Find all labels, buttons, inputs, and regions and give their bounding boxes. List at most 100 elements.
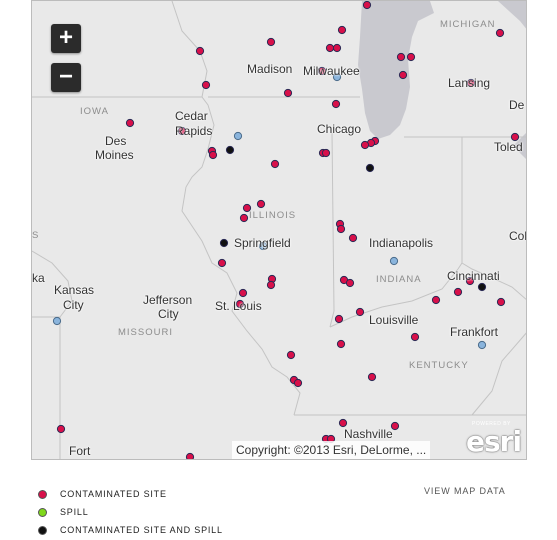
contaminated-site-marker[interactable] <box>325 43 335 53</box>
contaminated-site-marker[interactable] <box>332 43 342 53</box>
contaminated-site-marker[interactable] <box>266 37 276 47</box>
city-label: City <box>63 298 84 312</box>
state-label: MISSOURI <box>118 327 173 338</box>
contaminated-spill-marker[interactable] <box>477 282 487 292</box>
contaminated-site-marker[interactable] <box>208 150 218 160</box>
contaminated-site-marker[interactable] <box>453 287 463 297</box>
basemap[interactable] <box>32 1 527 460</box>
city-label: Nashville <box>344 427 393 441</box>
contaminated-site-marker[interactable] <box>396 52 406 62</box>
contaminated-site-marker[interactable] <box>201 80 211 90</box>
legend-label: CONTAMINATED SITE AND SPILL <box>60 525 223 535</box>
contaminated-site-marker[interactable] <box>256 199 266 209</box>
lake-huron <box>498 1 526 29</box>
spill-marker[interactable] <box>477 340 487 350</box>
contaminated-site-marker[interactable] <box>367 372 377 382</box>
contaminated-site-marker[interactable] <box>217 258 227 268</box>
contaminated-site-marker[interactable] <box>348 233 358 243</box>
contaminated-site-marker[interactable] <box>334 314 344 324</box>
contaminated-site-marker[interactable] <box>56 424 66 434</box>
city-label: Col <box>509 229 527 243</box>
esri-logo-text: esri <box>466 425 522 458</box>
state-label: ILLINOIS <box>249 210 297 221</box>
esri-powered-by: POWERED BY <box>472 421 511 427</box>
city-label: Springfield <box>234 236 291 250</box>
legend-dot-green-icon <box>38 507 47 517</box>
contaminated-site-marker[interactable] <box>465 276 475 286</box>
spill-marker[interactable] <box>258 241 268 251</box>
spill-marker[interactable] <box>389 256 399 266</box>
legend-dot-red-icon <box>38 489 47 499</box>
city-label: Lansing <box>448 76 491 90</box>
contaminated-site-marker[interactable] <box>466 78 476 88</box>
legend-label: CONTAMINATED SITE <box>60 489 167 499</box>
contaminated-site-marker[interactable] <box>283 88 293 98</box>
contaminated-site-marker[interactable] <box>185 452 195 460</box>
contaminated-site-marker[interactable] <box>177 126 187 136</box>
contaminated-site-marker[interactable] <box>125 118 135 128</box>
contaminated-site-marker[interactable] <box>410 332 420 342</box>
spill-marker[interactable] <box>52 316 62 326</box>
spill-marker[interactable] <box>233 131 243 141</box>
state-borders <box>32 1 526 459</box>
state-label: IOWA <box>80 106 109 117</box>
contaminated-site-marker[interactable] <box>336 224 346 234</box>
city-label: Cedar <box>175 109 208 123</box>
contaminated-site-marker[interactable] <box>195 46 205 56</box>
state-label: MICHIGAN <box>440 19 496 30</box>
map-view[interactable]: Madison Milwaukee Lansing Cedar Rapids Des Moi… <box>31 0 527 460</box>
contaminated-site-marker[interactable] <box>406 52 416 62</box>
contaminated-site-marker[interactable] <box>337 25 347 35</box>
contaminated-site-marker[interactable] <box>390 421 400 431</box>
city-label: Chicago <box>317 122 362 136</box>
contaminated-site-marker[interactable] <box>338 418 348 428</box>
city-label: St. Louis <box>215 299 262 313</box>
contaminated-site-marker[interactable] <box>495 28 505 38</box>
esri-logo[interactable]: POWERED BY esri <box>464 421 522 458</box>
contaminated-spill-marker[interactable] <box>225 145 235 155</box>
zoom-in-button[interactable]: + <box>51 24 81 53</box>
city-label: Louisville <box>369 313 419 327</box>
contaminated-site-marker[interactable] <box>293 378 303 388</box>
state-label: INDIANA <box>376 274 422 285</box>
legend-item-both: CONTAMINATED SITE AND SPILL <box>38 521 223 539</box>
contaminated-site-marker[interactable] <box>242 203 252 213</box>
lake-michigan <box>358 1 434 139</box>
contaminated-site-marker[interactable] <box>510 132 520 142</box>
legend-item-contaminated: CONTAMINATED SITE <box>38 485 223 503</box>
city-label: Madison <box>247 62 293 76</box>
contaminated-site-marker[interactable] <box>238 288 248 298</box>
city-label: Des <box>105 134 127 148</box>
city-label: Kansas <box>54 283 95 297</box>
contaminated-site-marker[interactable] <box>398 70 408 80</box>
contaminated-site-marker[interactable] <box>270 159 280 169</box>
contaminated-site-marker[interactable] <box>235 299 245 309</box>
contaminated-spill-marker[interactable] <box>219 238 229 248</box>
city-label: Milwaukee <box>303 64 360 78</box>
state-label: S <box>32 230 40 241</box>
spill-marker[interactable] <box>332 72 342 82</box>
city-label: Fort <box>69 444 91 458</box>
city-label: City <box>158 307 179 321</box>
legend-dot-black-icon <box>38 525 47 535</box>
city-label: Toled <box>494 140 523 154</box>
contaminated-site-marker[interactable] <box>431 295 441 305</box>
contaminated-site-marker[interactable] <box>355 307 365 317</box>
contaminated-site-marker[interactable] <box>331 99 341 109</box>
contaminated-site-marker[interactable] <box>345 278 355 288</box>
contaminated-site-marker[interactable] <box>317 66 327 76</box>
contaminated-site-marker[interactable] <box>362 1 372 10</box>
map-copyright: Copyright: ©2013 Esri, DeLorme, ... <box>232 441 431 459</box>
contaminated-site-marker[interactable] <box>266 280 276 290</box>
city-label: Jefferson <box>143 293 193 307</box>
contaminated-spill-marker[interactable] <box>365 163 375 173</box>
contaminated-site-marker[interactable] <box>321 148 331 158</box>
contaminated-site-marker[interactable] <box>336 339 346 349</box>
contaminated-site-marker[interactable] <box>360 140 370 150</box>
contaminated-site-marker[interactable] <box>496 297 506 307</box>
contaminated-site-marker[interactable] <box>239 213 249 223</box>
contaminated-site-marker[interactable] <box>286 350 296 360</box>
state-label: KENTUCKY <box>409 360 469 371</box>
view-map-data-link[interactable]: VIEW MAP DATA <box>424 486 506 496</box>
zoom-out-button[interactable]: − <box>51 63 81 92</box>
